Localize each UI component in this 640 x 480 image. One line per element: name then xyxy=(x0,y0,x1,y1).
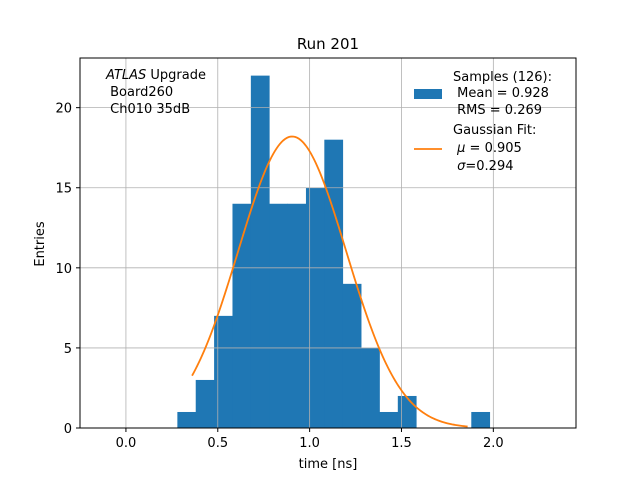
histogram-bar xyxy=(214,315,233,428)
y-tick-label: 5 xyxy=(64,342,72,357)
y-tick-label: 20 xyxy=(55,102,72,117)
annotation-box: ATLAS Upgrade Board260 Ch010 35dB xyxy=(105,68,206,117)
annotation-upgrade: Upgrade xyxy=(146,68,206,83)
histogram-bar xyxy=(287,203,307,428)
legend-samples-line-3: RMS = 0.269 xyxy=(453,103,542,118)
legend-samples-line-2: Mean = 0.928 xyxy=(453,86,549,101)
y-tick-label: 10 xyxy=(55,262,72,277)
histogram-bar xyxy=(177,411,197,428)
legend-sigma-value: =0.294 xyxy=(465,159,513,174)
histogram-bar xyxy=(305,187,325,428)
x-tick-label: 0.5 xyxy=(207,436,228,451)
histogram-bar xyxy=(324,139,344,429)
gaussian-fit-curve xyxy=(191,135,468,428)
chart-title: Run 201 xyxy=(297,35,359,53)
x-axis-label: time [ns] xyxy=(299,457,358,472)
legend-mu-value: = 0.905 xyxy=(465,141,521,156)
x-tick-label: 1.0 xyxy=(299,436,320,451)
legend-fit-line-3: σ=0.294 xyxy=(453,159,514,174)
y-axis-label: Entries xyxy=(33,221,48,267)
histogram-bar xyxy=(342,283,362,428)
gaussian-fit xyxy=(191,135,468,428)
x-tick-label: 2.0 xyxy=(483,436,504,451)
histogram-bar xyxy=(379,411,399,428)
x-tick-label: 0.0 xyxy=(116,436,137,451)
legend-samples-line-1: Samples (126): xyxy=(453,70,552,85)
annotation-line-2: Board260 xyxy=(106,85,173,100)
histogram-bar xyxy=(397,395,417,428)
plot-frame xyxy=(79,57,577,429)
legend-sigma-symbol: σ xyxy=(457,159,466,174)
histogram-bar xyxy=(471,411,491,428)
axes xyxy=(79,57,577,429)
annotation-line-1: ATLAS Upgrade xyxy=(105,68,206,83)
annotation-line-3: Ch010 35dB xyxy=(106,102,190,117)
histogram-bar xyxy=(232,203,252,428)
histogram-bars xyxy=(177,75,491,429)
histogram-bar xyxy=(361,347,380,428)
tick-labels: 0.0 0.5 1.0 1.5 2.0 0 5 10 15 20 xyxy=(55,102,503,451)
y-tick-label: 15 xyxy=(55,182,72,197)
x-tick-label: 1.5 xyxy=(391,436,412,451)
legend-fit-line-2: μ = 0.905 xyxy=(453,141,522,156)
annotation-atlas: ATLAS xyxy=(105,68,146,83)
legend-fit-line-1: Gaussian Fit: xyxy=(453,123,536,138)
y-tick-label: 0 xyxy=(64,422,72,437)
legend-samples-swatch xyxy=(414,89,442,99)
legend: Samples (126): Mean = 0.928 RMS = 0.269 … xyxy=(414,70,552,174)
histogram-bar xyxy=(250,75,270,428)
histogram-bar xyxy=(269,203,288,428)
histogram-bar xyxy=(195,379,215,428)
legend-mu-symbol: μ xyxy=(456,141,465,156)
